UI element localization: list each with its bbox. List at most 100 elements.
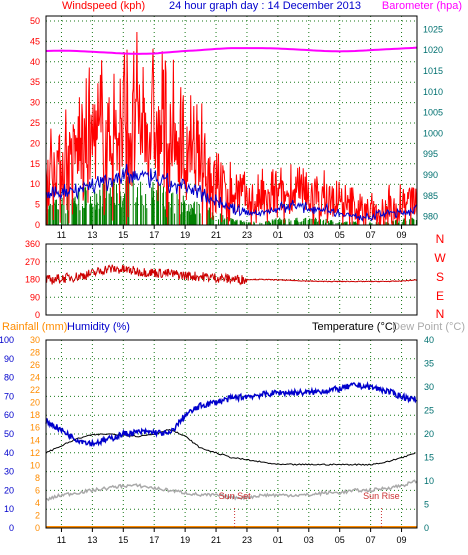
barometer-tick-label: 995 [423,149,438,159]
humidity-tick-label: 10 [4,504,14,514]
x-tick-label: 05 [335,535,345,545]
temperature-tick-label: 20 [424,429,434,439]
panel3-x-axis: 11 13 15 17 19 21 23 01 03 05 07 09 [57,528,407,545]
humidity-y-axis: 0 10 20 30 40 50 60 70 80 90 100 [0,335,14,533]
barometer-tick-label: 985 [423,191,438,201]
x-tick-label: 15 [118,535,128,545]
windspeed-tick-label: 35 [30,77,40,87]
temperature-tick-label: 0 [424,523,429,533]
panel3-frame [45,339,418,529]
rainfall-tick-label: 6 [35,485,40,495]
rainfall-tick-label: 14 [30,435,40,445]
barometer-axis-title: Barometer (hpa) [382,0,462,12]
sunset-label: Sun Set [219,491,252,501]
dewpoint-series [45,479,418,502]
humidity-tick-label: 70 [4,391,14,401]
barometer-tick-label: 990 [423,170,438,180]
temperature-y-axis: 0 5 10 15 20 25 30 35 40 [424,335,434,533]
barometer-series [45,46,418,55]
compass-label: N [436,232,445,246]
windspeed-y-axis: 0 5 10 15 20 25 30 35 40 45 50 [30,16,40,230]
panel1-series [45,31,418,226]
humidity-axis-title: Humidity (%) [67,321,130,333]
direction-tick-label: 270 [25,257,40,267]
x-tick-label: 09 [397,535,407,545]
rainfall-tick-label: 30 [30,335,40,345]
rainfall-tick-label: 26 [30,360,40,370]
rainfall-tick-label: 2 [35,510,40,520]
temperature-axis-title: Temperature (°C) [312,321,396,333]
x-tick-label: 11 [57,535,66,545]
x-tick-label: 17 [149,230,159,240]
barometer-y-axis: 980 985 990 995 1000 1005 1010 1015 1020 1025 [423,24,443,221]
humidity-tick-label: 90 [4,354,14,364]
barometer-tick-label: 1000 [423,128,443,138]
humidity-tick-label: 100 [0,335,14,345]
rainfall-tick-label: 0 [35,523,40,533]
humidity-tick-label: 40 [4,448,14,458]
x-tick-label: 01 [273,535,283,545]
direction-tick-label: 90 [30,292,40,302]
x-tick-label: 03 [304,535,314,545]
x-tick-label: 15 [118,230,128,240]
windspeed-tick-label: 20 [30,138,40,148]
dewpoint-axis-title: Dew Point (°C) [392,321,465,333]
rainfall-tick-label: 18 [30,410,40,420]
temperature-series [45,429,416,466]
barometer-tick-label: 1020 [423,45,443,55]
compass-label: W [434,251,446,265]
compass-label: E [436,289,444,303]
humidity-tick-label: 80 [4,373,14,383]
sunrise-label: Sun Rise [363,491,400,501]
windspeed-tick-label: 50 [30,16,40,26]
x-tick-label: 01 [273,230,283,240]
direction-tick-label: 180 [25,275,40,285]
temperature-tick-label: 40 [424,335,434,345]
windspeed-tick-label: 5 [35,200,40,210]
rainfall-tick-label: 16 [30,423,40,433]
humidity-tick-label: 30 [4,467,14,477]
x-tick-label: 03 [304,230,314,240]
x-tick-label: 21 [211,535,221,545]
barometer-tick-label: 980 [423,212,438,222]
x-tick-label: 17 [149,535,159,545]
humidity-tick-label: 50 [4,429,14,439]
temperature-tick-label: 30 [424,382,434,392]
rainfall-tick-label: 8 [35,473,40,483]
temperature-tick-label: 10 [424,476,434,486]
windspeed-tick-label: 30 [30,98,40,108]
x-tick-label: 23 [242,535,252,545]
temperature-tick-label: 25 [424,406,434,416]
windspeed-tick-label: 40 [30,57,40,67]
compass-label: S [436,270,444,284]
direction-tick-label: 360 [25,239,40,249]
humidity-tick-label: 20 [4,485,14,495]
panel1-frame [45,15,418,226]
wind-average-series [45,163,418,222]
x-tick-label: 05 [335,230,345,240]
wind-gust-series [45,31,418,226]
windspeed-tick-label: 25 [30,118,40,128]
windspeed-tick-label: 10 [30,179,40,189]
windspeed-tick-label: 45 [30,36,40,46]
humidity-tick-label: 60 [4,410,14,420]
humidity-series [45,381,417,447]
windspeed-axis-title: Windspeed (kph) [62,0,145,12]
rainfall-tick-label: 12 [30,448,40,458]
rainfall-tick-label: 22 [30,385,40,395]
x-tick-label: 19 [180,230,190,240]
rainfall-tick-label: 28 [30,348,40,358]
x-tick-label: 19 [180,535,190,545]
x-tick-label: 21 [211,230,221,240]
x-tick-label: 13 [87,230,97,240]
temperature-tick-label: 15 [424,453,434,463]
windspeed-tick-label: 0 [35,220,40,230]
panel3-series [45,381,418,528]
compass-label: N [436,307,445,321]
barometer-tick-label: 1005 [423,108,443,118]
chart-title: 24 hour graph day : 14 December 2013 [169,0,361,12]
rainfall-axis-title: Rainfall (mm) [2,321,67,333]
